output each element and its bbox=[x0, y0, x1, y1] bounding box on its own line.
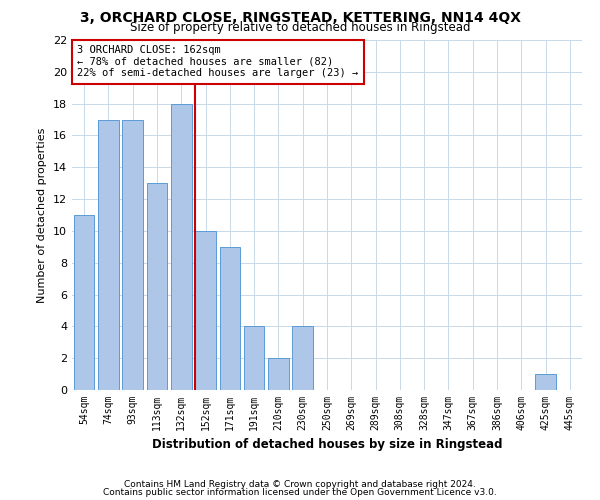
Bar bbox=[171, 104, 191, 390]
Y-axis label: Number of detached properties: Number of detached properties bbox=[37, 128, 47, 302]
Bar bbox=[195, 231, 216, 390]
Bar bbox=[268, 358, 289, 390]
Bar bbox=[146, 183, 167, 390]
Text: 3 ORCHARD CLOSE: 162sqm
← 78% of detached houses are smaller (82)
22% of semi-de: 3 ORCHARD CLOSE: 162sqm ← 78% of detache… bbox=[77, 46, 358, 78]
Text: Contains HM Land Registry data © Crown copyright and database right 2024.: Contains HM Land Registry data © Crown c… bbox=[124, 480, 476, 489]
Bar bbox=[292, 326, 313, 390]
Bar bbox=[535, 374, 556, 390]
Text: Contains public sector information licensed under the Open Government Licence v3: Contains public sector information licen… bbox=[103, 488, 497, 497]
X-axis label: Distribution of detached houses by size in Ringstead: Distribution of detached houses by size … bbox=[152, 438, 502, 452]
Bar bbox=[244, 326, 265, 390]
Bar bbox=[98, 120, 119, 390]
Bar bbox=[220, 247, 240, 390]
Text: 3, ORCHARD CLOSE, RINGSTEAD, KETTERING, NN14 4QX: 3, ORCHARD CLOSE, RINGSTEAD, KETTERING, … bbox=[79, 11, 521, 25]
Text: Size of property relative to detached houses in Ringstead: Size of property relative to detached ho… bbox=[130, 22, 470, 35]
Bar bbox=[74, 215, 94, 390]
Bar bbox=[122, 120, 143, 390]
